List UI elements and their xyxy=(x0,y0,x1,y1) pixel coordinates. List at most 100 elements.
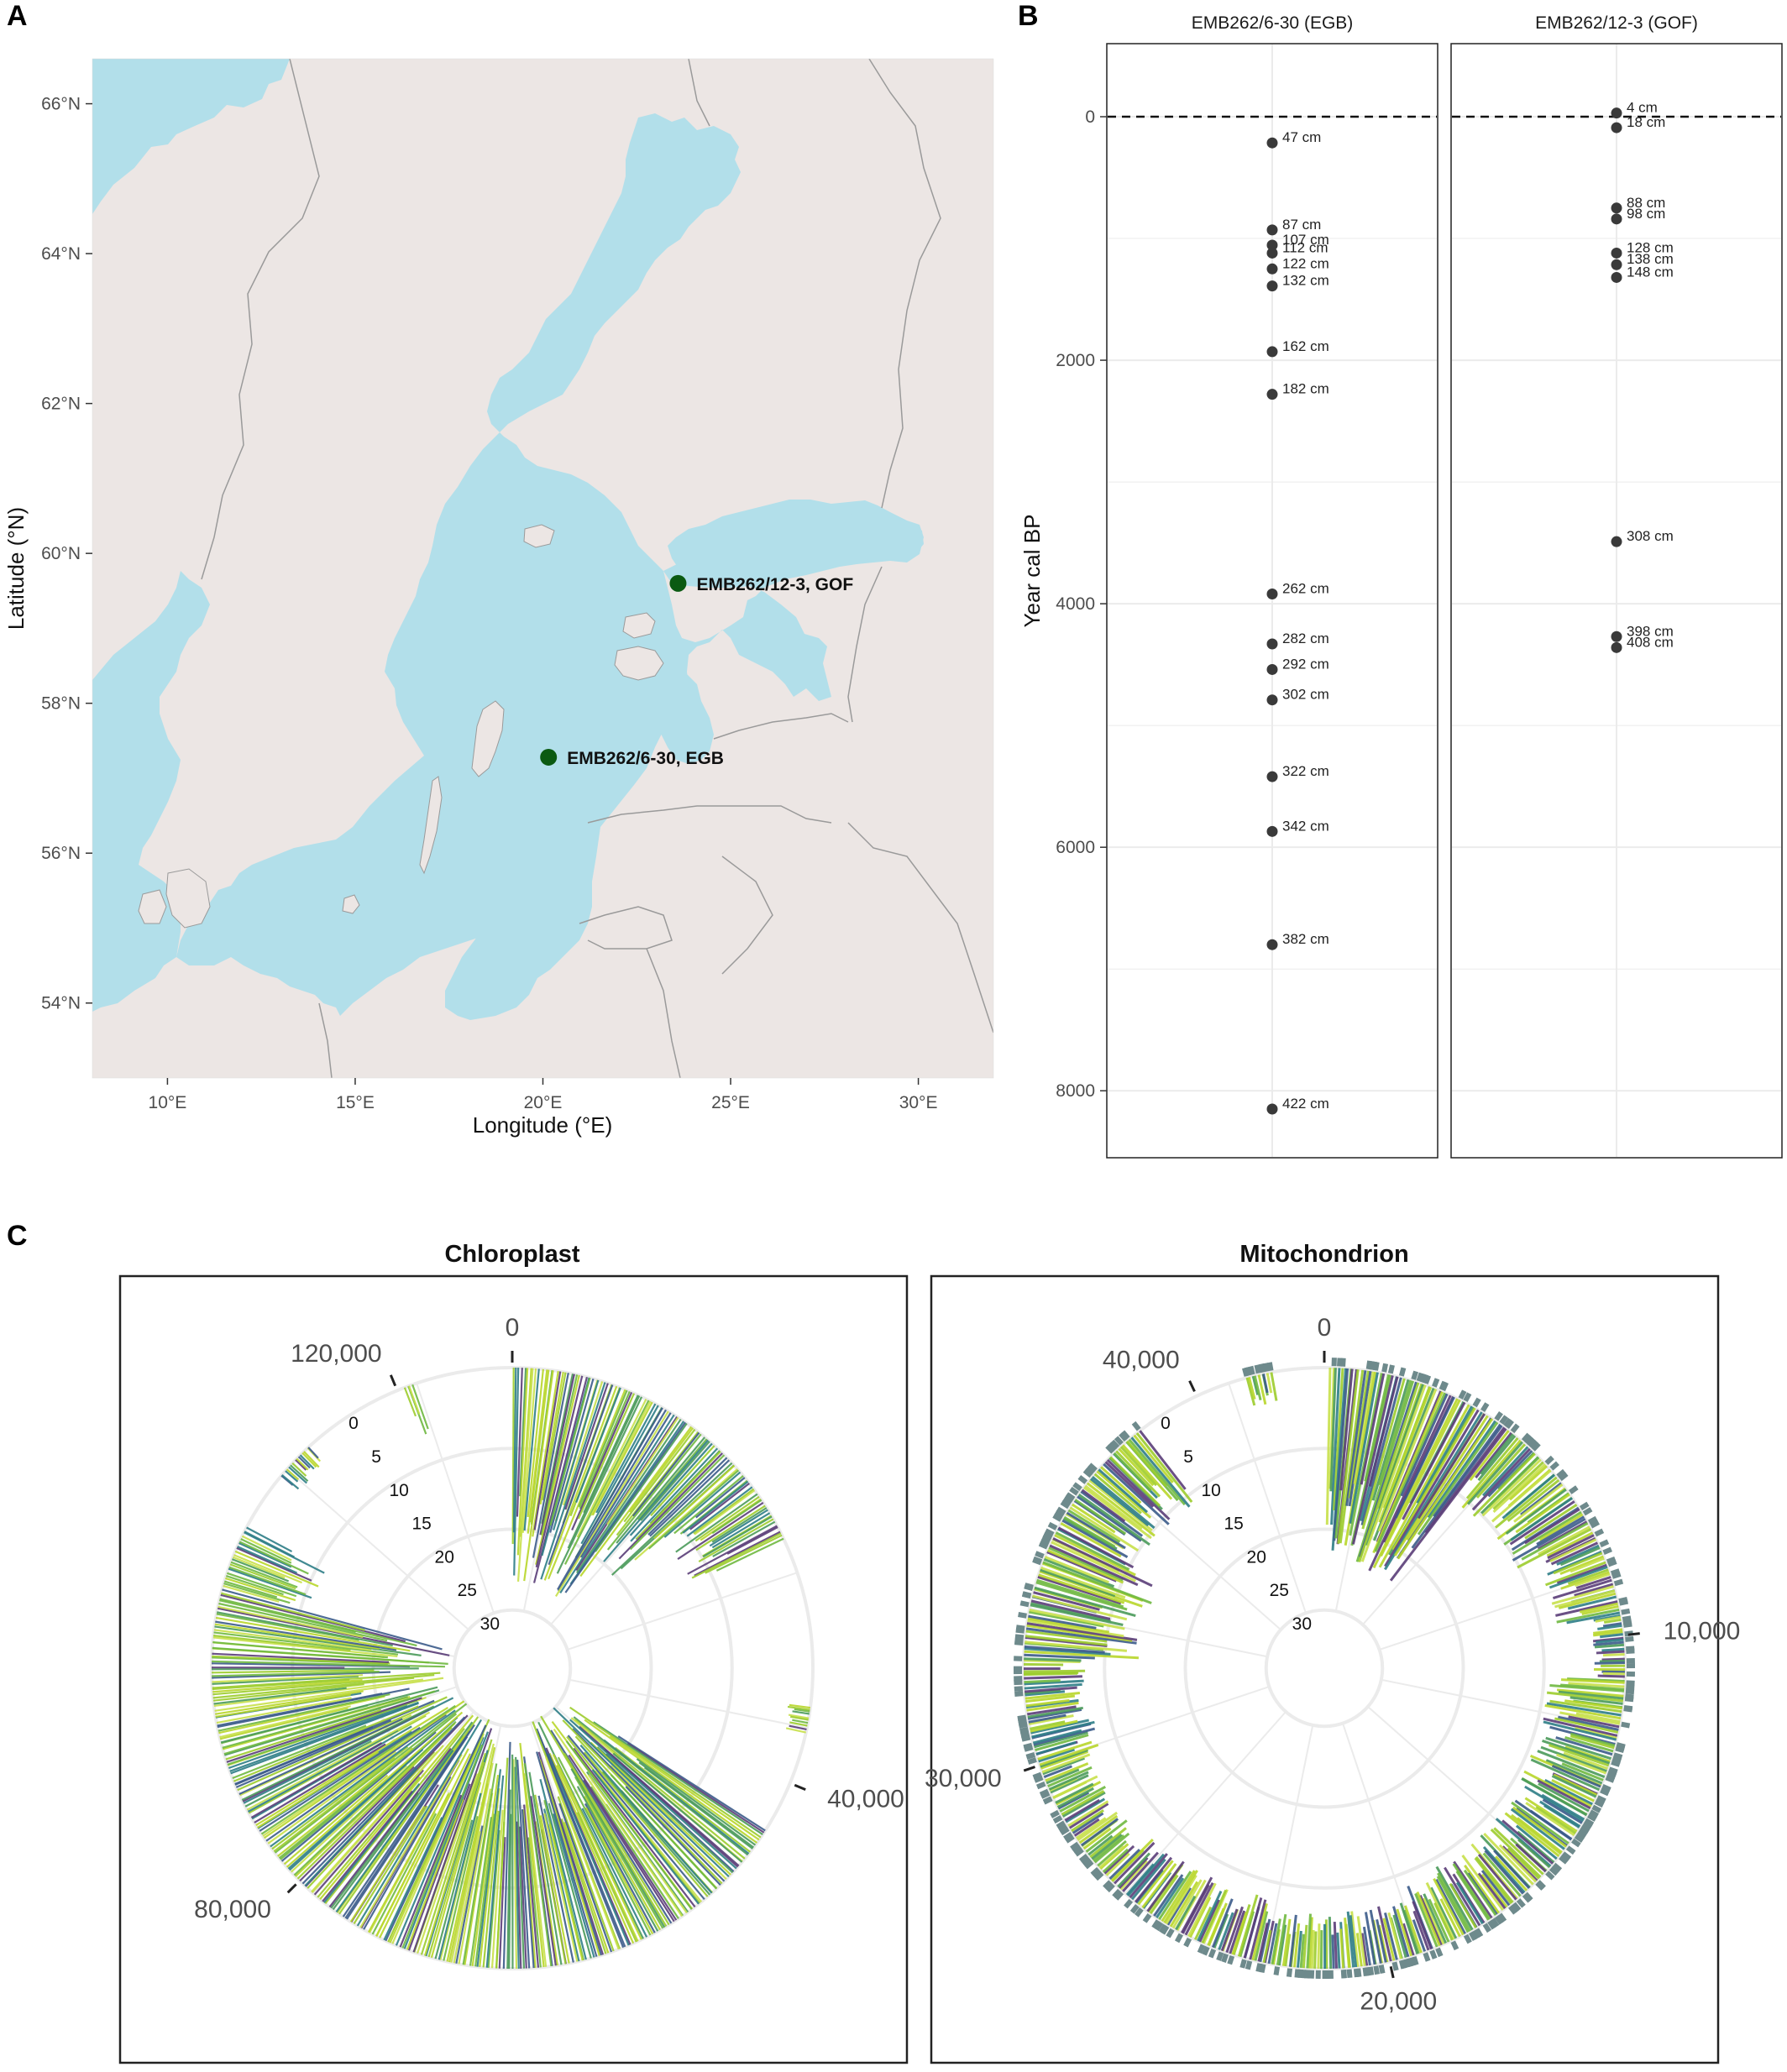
coverage-outer-tick xyxy=(1606,1777,1614,1781)
coverage-outer-tick xyxy=(1622,1618,1631,1619)
circ-radial-tick-label: 20 xyxy=(1247,1547,1266,1567)
coverage-outer-tick xyxy=(1356,1969,1357,1977)
age-point xyxy=(1267,772,1278,782)
age-point xyxy=(1267,280,1278,291)
chloroplast-title: Chloroplast xyxy=(444,1241,579,1268)
map-y-axis-title: Latitude (°N) xyxy=(3,507,29,630)
circ-position-tick xyxy=(1628,1634,1640,1635)
panel-label-b: B xyxy=(1018,0,1039,32)
age-point xyxy=(1267,638,1278,649)
age-point xyxy=(1267,138,1278,149)
coverage-outer-tick xyxy=(1608,1562,1616,1564)
coverage-outer-tick xyxy=(1349,1970,1350,1978)
circ-position-tick-label: 10,000 xyxy=(1664,1618,1741,1646)
coverage-outer-tick xyxy=(1614,1755,1622,1757)
coverage-outer-tick xyxy=(1471,1933,1475,1940)
circ-radial-tick-label: 5 xyxy=(371,1447,381,1467)
coverage-bar xyxy=(1024,1671,1085,1672)
age-depth-label: 382 cm xyxy=(1282,931,1329,947)
facet-gof-title: EMB262/12-3 (GOF) xyxy=(1535,13,1698,33)
age-depth-label: 122 cm xyxy=(1282,255,1329,271)
circ-position-tick-label: 0 xyxy=(506,1314,520,1342)
map-y-tick-label: 60°N xyxy=(41,544,81,563)
map-y-tick-label: 54°N xyxy=(41,994,81,1013)
age-y-axis-title: Year cal BP xyxy=(1019,515,1045,628)
map-x-axis-title: Longitude (°E) xyxy=(473,1112,613,1138)
circ-radial-tick-label: 30 xyxy=(1292,1614,1312,1634)
coverage-outer-tick xyxy=(1022,1737,1030,1739)
coverage-outer-tick xyxy=(1049,1525,1056,1529)
coverage-outer-tick xyxy=(1601,1791,1608,1794)
coverage-outer-tick xyxy=(1466,1935,1470,1943)
age-depth-label: 112 cm xyxy=(1282,239,1328,255)
circ-radial-tick-label: 20 xyxy=(435,1547,454,1567)
coverage-outer-tick xyxy=(1591,1522,1599,1526)
circ-position-tick-label: 0 xyxy=(1318,1314,1332,1342)
circ-radial-tick-label: 25 xyxy=(1270,1581,1289,1600)
age-point xyxy=(1267,589,1278,599)
coverage-outer-tick xyxy=(1018,1718,1026,1719)
age-point xyxy=(1611,213,1622,224)
age-depth-label: 18 cm xyxy=(1627,114,1665,130)
coverage-outer-tick xyxy=(1211,1949,1214,1957)
age-point xyxy=(1267,939,1278,950)
age-depth-label: 132 cm xyxy=(1282,273,1329,289)
age-depth-label: 182 cm xyxy=(1282,381,1329,397)
age-depth-label: 262 cm xyxy=(1282,581,1329,597)
coverage-outer-tick xyxy=(1300,1970,1301,1978)
map-y-tick-label: 62°N xyxy=(41,395,81,414)
coverage-outer-tick xyxy=(1626,1691,1634,1692)
age-point xyxy=(1611,631,1622,642)
coverage-outer-tick xyxy=(1204,1947,1208,1954)
coverage-outer-tick xyxy=(1266,1363,1267,1372)
age-point xyxy=(1611,642,1622,653)
coverage-outer-tick xyxy=(1034,1775,1041,1778)
coverage-outer-tick xyxy=(1289,1969,1290,1977)
map-site-label: EMB262/12-3, GOF xyxy=(696,575,853,594)
coverage-outer-tick xyxy=(1381,1965,1383,1974)
coverage-outer-tick xyxy=(1612,1574,1621,1577)
coverage-outer-tick xyxy=(1425,1953,1428,1960)
coverage-bar xyxy=(1602,1659,1625,1660)
coverage-outer-tick xyxy=(1593,1807,1601,1811)
age-depth-label: 282 cm xyxy=(1282,630,1329,646)
age-depth-label: 148 cm xyxy=(1627,264,1674,280)
coverage-outer-tick xyxy=(1246,1368,1249,1376)
coverage-outer-tick xyxy=(1051,1813,1059,1817)
map-site-label: EMB262/6-30, EGB xyxy=(567,749,724,768)
age-depth-label: 47 cm xyxy=(1282,129,1321,145)
coverage-bar xyxy=(1024,1664,1063,1665)
panel-label-a: A xyxy=(7,0,28,32)
age-point xyxy=(1611,107,1622,118)
circ-radial-tick-label: 0 xyxy=(348,1414,359,1433)
coverage-outer-tick xyxy=(1020,1603,1029,1604)
age-depth-label: 162 cm xyxy=(1282,338,1329,354)
coverage-outer-tick xyxy=(1426,1375,1428,1383)
circ-position-tick-label: 40,000 xyxy=(827,1785,904,1813)
coverage-outer-tick xyxy=(1019,1614,1027,1616)
coverage-outer-tick xyxy=(1186,1939,1189,1946)
coverage-outer-tick xyxy=(1035,1553,1043,1557)
island-hiiumaa xyxy=(623,613,655,638)
mitochondrion-title: Mitochondrion xyxy=(1239,1241,1408,1268)
coverage-bar xyxy=(1603,1673,1625,1674)
map-y-tick-label: 64°N xyxy=(41,244,81,264)
circ-radial-tick-label: 15 xyxy=(411,1515,431,1534)
coverage-bar xyxy=(1315,1931,1316,1968)
age-depth-label: 4 cm xyxy=(1627,100,1658,116)
coverage-outer-tick xyxy=(1365,1968,1366,1976)
circ-position-tick-label: 30,000 xyxy=(925,1765,1002,1792)
coverage-outer-tick xyxy=(1391,1365,1392,1373)
coverage-outer-tick xyxy=(1611,1762,1620,1765)
age-point xyxy=(1611,259,1622,270)
facet-egb-title: EMB262/6-30 (EGB) xyxy=(1192,13,1354,33)
age-point xyxy=(1611,272,1622,283)
coverage-outer-tick xyxy=(1021,1734,1030,1735)
island-aland xyxy=(524,525,554,547)
coverage-outer-tick xyxy=(1177,1934,1182,1942)
coverage-outer-tick xyxy=(1601,1541,1608,1545)
age-y-tick-label: 0 xyxy=(1085,107,1095,127)
